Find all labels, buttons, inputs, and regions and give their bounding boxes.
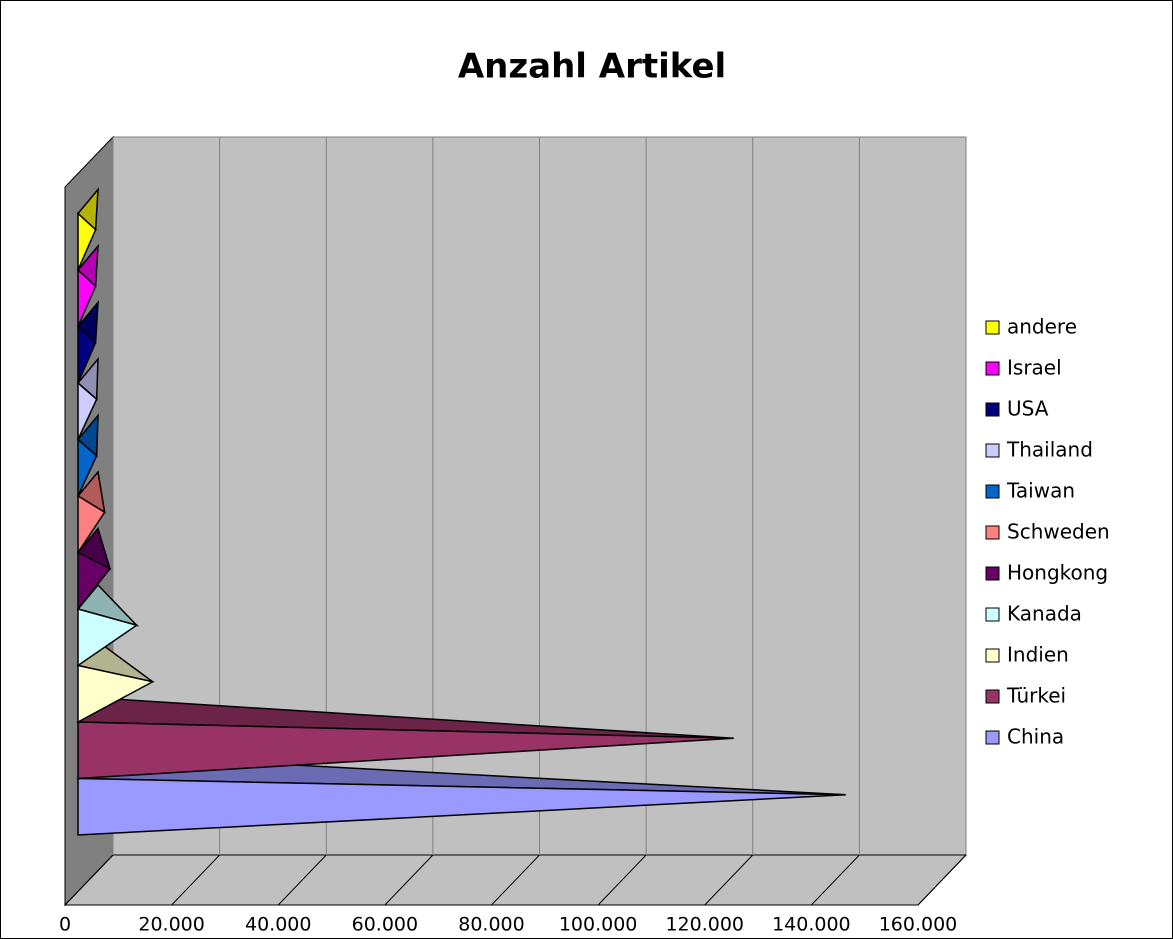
legend-label: andere — [1007, 315, 1077, 339]
legend-swatch — [985, 689, 1000, 704]
legend-swatch — [985, 525, 1000, 540]
floor-grid-line — [597, 854, 647, 906]
floor-grid-line — [917, 854, 967, 906]
chart-title: Anzahl Artikel — [458, 47, 726, 87]
legend-swatch — [985, 566, 1000, 581]
x-tick-label: 60.000 — [352, 914, 418, 936]
legend-label: China — [1007, 725, 1064, 749]
legend-swatch — [985, 402, 1000, 417]
pyramid-front — [77, 494, 106, 555]
legend-swatch — [985, 361, 1000, 376]
legend-label: Taiwan — [1006, 479, 1075, 503]
pyramid-front — [77, 324, 97, 384]
pyramid-front — [77, 608, 139, 667]
legend-label: Israel — [1007, 356, 1062, 380]
x-tick-label: 100.000 — [559, 914, 638, 936]
pyramid-front — [77, 664, 155, 724]
legend-label: Thailand — [1006, 438, 1093, 462]
pyramid-front — [77, 777, 846, 836]
pyramid-front — [77, 721, 734, 780]
pyramid-front — [77, 268, 97, 327]
floor-grid-line — [64, 854, 114, 906]
legend-label: Hongkong — [1007, 561, 1108, 585]
x-tick-label: 140.000 — [772, 914, 851, 936]
legend-label: Indien — [1007, 643, 1069, 667]
legend-label: Kanada — [1007, 602, 1082, 626]
floor-grid-line — [171, 854, 220, 906]
floor-grid-line — [491, 854, 540, 906]
pyramid-front — [77, 381, 98, 440]
x-tick-label: 160.000 — [879, 914, 958, 936]
x-tick-label: 40.000 — [245, 914, 311, 936]
floor-grid-line — [277, 854, 327, 906]
legend-swatch — [985, 320, 1000, 335]
floor-grid-line — [384, 854, 434, 906]
legend-label: Schweden — [1007, 520, 1110, 544]
floor-grid-line — [811, 854, 860, 906]
legend-label: USA — [1007, 397, 1049, 421]
x-tick-label: 120.000 — [665, 914, 744, 936]
legend-label: Türkei — [1006, 684, 1066, 708]
floor-grid-line — [704, 854, 754, 906]
pyramid-front — [77, 551, 112, 612]
legend-swatch — [985, 607, 1000, 622]
legend-swatch — [985, 730, 1000, 745]
x-tick-label: 80.000 — [458, 914, 524, 936]
legend-swatch — [985, 484, 1000, 499]
pyramid-front — [77, 437, 98, 497]
legend-swatch — [985, 443, 1000, 458]
legend-swatch — [985, 648, 1000, 663]
x-tick-label: 20.000 — [138, 914, 204, 936]
pyramid-front — [77, 211, 97, 271]
x-tick-label: 0 — [59, 914, 71, 936]
